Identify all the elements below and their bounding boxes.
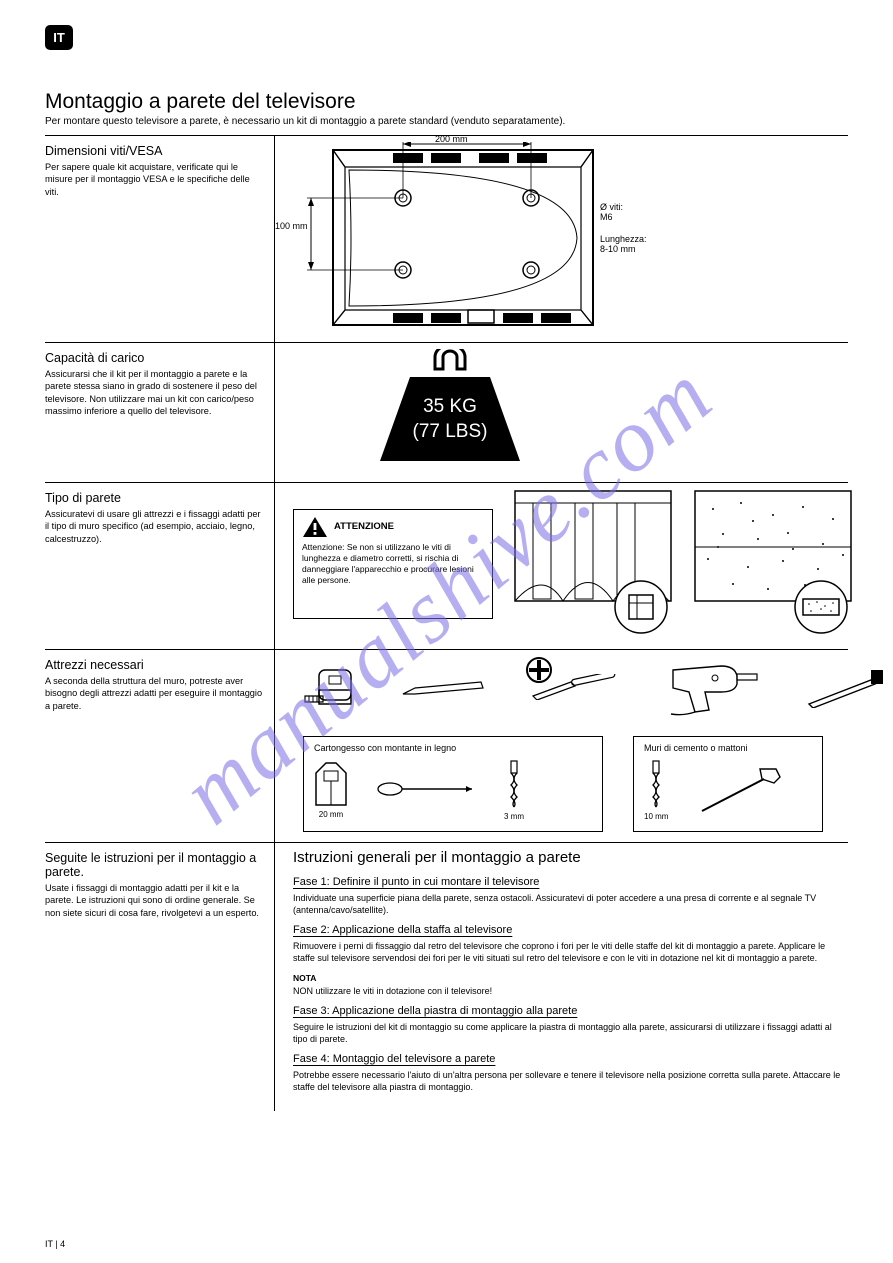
warning-body: Attenzione: Se non si utilizzano le viti… bbox=[302, 542, 484, 586]
hammer-icon bbox=[696, 765, 786, 815]
pilot-bit-size: 3 mm bbox=[504, 812, 524, 821]
walltype-title: Tipo di parete bbox=[45, 491, 264, 505]
walltype-body: Assicuratevi di usare gli attrezzi e i f… bbox=[45, 508, 264, 545]
step3-body: Seguire le istruzioni del kit di montagg… bbox=[293, 1021, 848, 1045]
weight-title: Capacità di carico bbox=[45, 351, 264, 365]
page-subtitle: Per montare questo televisore a parete, … bbox=[45, 116, 848, 127]
step1-head: Fase 1: Definire il punto in cui montare… bbox=[293, 876, 848, 888]
tools-title: Attrezzi necessari bbox=[45, 658, 264, 672]
tape-measure-icon bbox=[303, 666, 361, 710]
socket-wrench-icon bbox=[805, 668, 885, 708]
vesa-title: Dimensioni viti/VESA bbox=[45, 144, 264, 158]
warning-triangle-icon bbox=[302, 516, 328, 538]
vesa-len-value: 8-10 mm bbox=[600, 244, 636, 254]
tool-box-masonry-title: Muri di cemento o mattoni bbox=[644, 743, 812, 753]
vesa-screw-label: Ø viti: bbox=[600, 202, 623, 212]
vesa-diagram bbox=[293, 142, 643, 332]
svg-text:35 KG: 35 KG bbox=[423, 396, 477, 417]
note-caption: NOTA bbox=[293, 973, 848, 983]
warning-box: ATTENZIONE Attenzione: Se non si utilizz… bbox=[293, 509, 493, 619]
vesa-body: Per sapere quale kit acquistare, verific… bbox=[45, 161, 264, 198]
warning-title: ATTENZIONE bbox=[334, 521, 394, 533]
instructions-left-body: Usate i fissaggi di montaggio adatti per… bbox=[45, 882, 264, 919]
vesa-screw-value: M6 bbox=[600, 212, 613, 222]
note-body: NON utilizzare le viti in dotazione con … bbox=[293, 985, 848, 997]
vesa-len-label: Lunghezza: bbox=[600, 234, 647, 244]
step4-head: Fase 4: Montaggio del televisore a paret… bbox=[293, 1053, 848, 1065]
stud-finder-size: 20 mm bbox=[314, 810, 348, 819]
instructions-title: Istruzioni generali per il montaggio a p… bbox=[293, 849, 848, 866]
vesa-dim-v: 100 mm bbox=[275, 221, 308, 231]
tools-body: A seconda della struttura del muro, potr… bbox=[45, 675, 264, 712]
row-instructions: Seguite le istruzioni per il montaggio a… bbox=[45, 843, 848, 1111]
phillips-head-icon bbox=[525, 656, 553, 684]
step1-body: Individuate una superficie piana della p… bbox=[293, 892, 848, 916]
stud-wall-diagram bbox=[513, 489, 673, 639]
row-walltype: Tipo di parete Assicuratevi di usare gli… bbox=[45, 483, 848, 650]
drill-icon bbox=[665, 660, 765, 716]
masonry-bit-icon bbox=[646, 759, 666, 809]
language-badge: IT bbox=[45, 25, 73, 50]
step2-body: Rimuovere i perni di fissaggio dal retro… bbox=[293, 940, 848, 964]
row-tools: Attrezzi necessari A seconda della strut… bbox=[45, 650, 848, 843]
pencil-icon bbox=[401, 678, 491, 698]
drill-bit-small-icon bbox=[504, 759, 524, 809]
vesa-dim-h: 200 mm bbox=[435, 134, 468, 144]
row-vesa: Dimensioni viti/VESA Per sapere quale ki… bbox=[45, 136, 848, 343]
stud-finder-icon bbox=[314, 761, 348, 807]
step2-head: Fase 2: Applicazione della staffa al tel… bbox=[293, 924, 848, 936]
tool-box-wood-title: Cartongesso con montante in legno bbox=[314, 743, 592, 753]
tool-box-masonry: Muri di cemento o mattoni 10 mm bbox=[633, 736, 823, 832]
weight-icon: 35 KG (77 LBS) bbox=[365, 349, 535, 469]
masonry-wall-diagram bbox=[693, 489, 853, 639]
svg-text:(77 LBS): (77 LBS) bbox=[413, 421, 488, 442]
row-weight: Capacità di carico Assicurarsi che il ki… bbox=[45, 343, 848, 483]
masonry-bit-size: 10 mm bbox=[644, 812, 668, 821]
tool-box-wood: Cartongesso con montante in legno 20 mm bbox=[303, 736, 603, 832]
page-footer: IT | 4 bbox=[45, 1239, 65, 1249]
page-title: Montaggio a parete del televisore bbox=[45, 90, 848, 114]
weight-body: Assicurarsi che il kit per il montaggio … bbox=[45, 368, 264, 418]
awl-icon bbox=[376, 779, 476, 799]
instructions-left-title: Seguite le istruzioni per il montaggio a… bbox=[45, 851, 264, 879]
step4-body: Potrebbe essere necessario l'aiuto di un… bbox=[293, 1069, 848, 1093]
step3-head: Fase 3: Applicazione della piastra di mo… bbox=[293, 1005, 848, 1017]
